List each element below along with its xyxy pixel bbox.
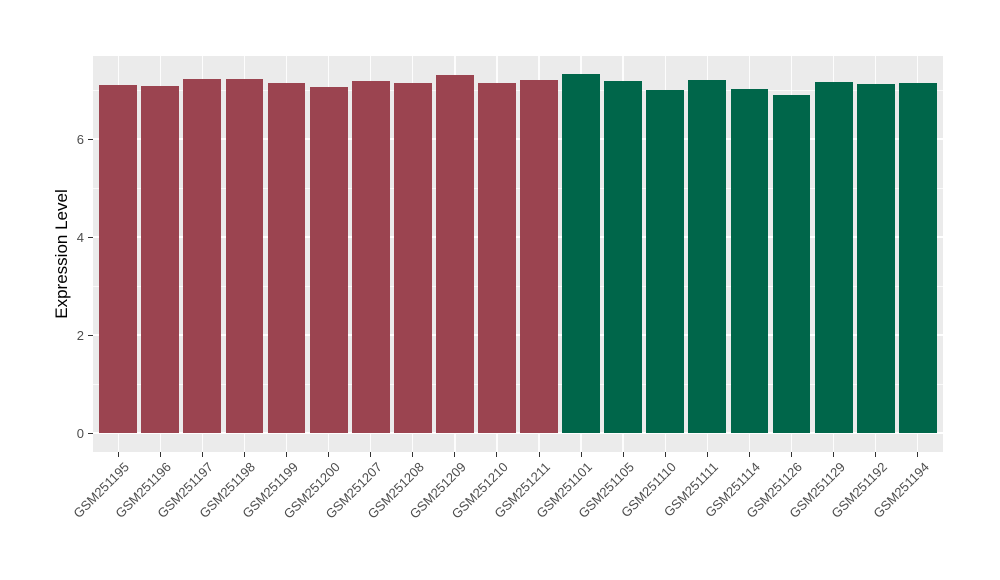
- x-tick-mark: [117, 452, 119, 457]
- h-gridline-minor: [93, 286, 943, 287]
- y-axis-title: Expression Level: [52, 189, 71, 319]
- y-tick-mark: [88, 432, 93, 434]
- x-tick-mark: [159, 452, 161, 457]
- x-tick-mark: [370, 452, 372, 457]
- x-tick-mark: [875, 452, 877, 457]
- x-tick-mark: [538, 452, 540, 457]
- bar-GSM251126: [772, 94, 811, 433]
- x-tick-mark: [664, 452, 666, 457]
- x-tick-mark: [580, 452, 582, 457]
- bar-GSM251105: [604, 80, 643, 433]
- bar-GSM251199: [267, 83, 306, 433]
- y-tick-label: 4: [76, 229, 84, 245]
- bar-GSM251196: [141, 86, 180, 433]
- bar-GSM251110: [646, 89, 685, 433]
- bar-GSM251197: [183, 78, 222, 433]
- h-gridline-major: [93, 236, 943, 238]
- bar-GSM251129: [814, 82, 853, 433]
- bar-GSM251208: [393, 82, 432, 433]
- h-gridline-major: [93, 432, 943, 434]
- bar-GSM251192: [856, 84, 895, 433]
- x-tick-mark: [917, 452, 919, 457]
- bar-GSM251209: [435, 75, 474, 433]
- x-tick-mark: [622, 452, 624, 457]
- bar-GSM251194: [898, 83, 937, 433]
- plot-panel: [93, 56, 943, 452]
- x-tick-mark: [496, 452, 498, 457]
- h-gridline-major: [93, 334, 943, 336]
- y-tick-mark: [88, 334, 93, 336]
- bar-GSM251111: [688, 80, 727, 433]
- x-tick-mark: [243, 452, 245, 457]
- x-tick-mark: [833, 452, 835, 457]
- bar-GSM251195: [99, 85, 138, 433]
- x-tick-mark: [706, 452, 708, 457]
- h-gridline-minor: [93, 188, 943, 189]
- y-tick-label: 2: [76, 327, 84, 343]
- x-tick-mark: [791, 452, 792, 457]
- h-gridline-minor: [93, 384, 943, 385]
- x-tick-mark: [328, 452, 330, 457]
- y-tick-label: 6: [76, 131, 84, 147]
- bar-GSM251101: [562, 74, 601, 433]
- x-tick-mark: [201, 452, 203, 457]
- h-gridline-major: [93, 138, 943, 140]
- y-tick-mark: [88, 236, 93, 238]
- y-tick-mark: [88, 138, 93, 140]
- bar-GSM251210: [478, 82, 516, 433]
- x-tick-mark: [412, 452, 414, 457]
- bar-GSM251200: [309, 86, 348, 433]
- y-tick-label: 0: [76, 425, 84, 441]
- x-tick-mark: [748, 452, 750, 457]
- bar-GSM251198: [225, 79, 264, 433]
- h-gridline-minor: [93, 90, 943, 91]
- bar-GSM251211: [520, 80, 558, 433]
- x-tick-mark: [286, 452, 288, 457]
- bar-GSM251207: [351, 81, 390, 433]
- x-tick-mark: [454, 452, 456, 457]
- bar-GSM251114: [730, 89, 769, 433]
